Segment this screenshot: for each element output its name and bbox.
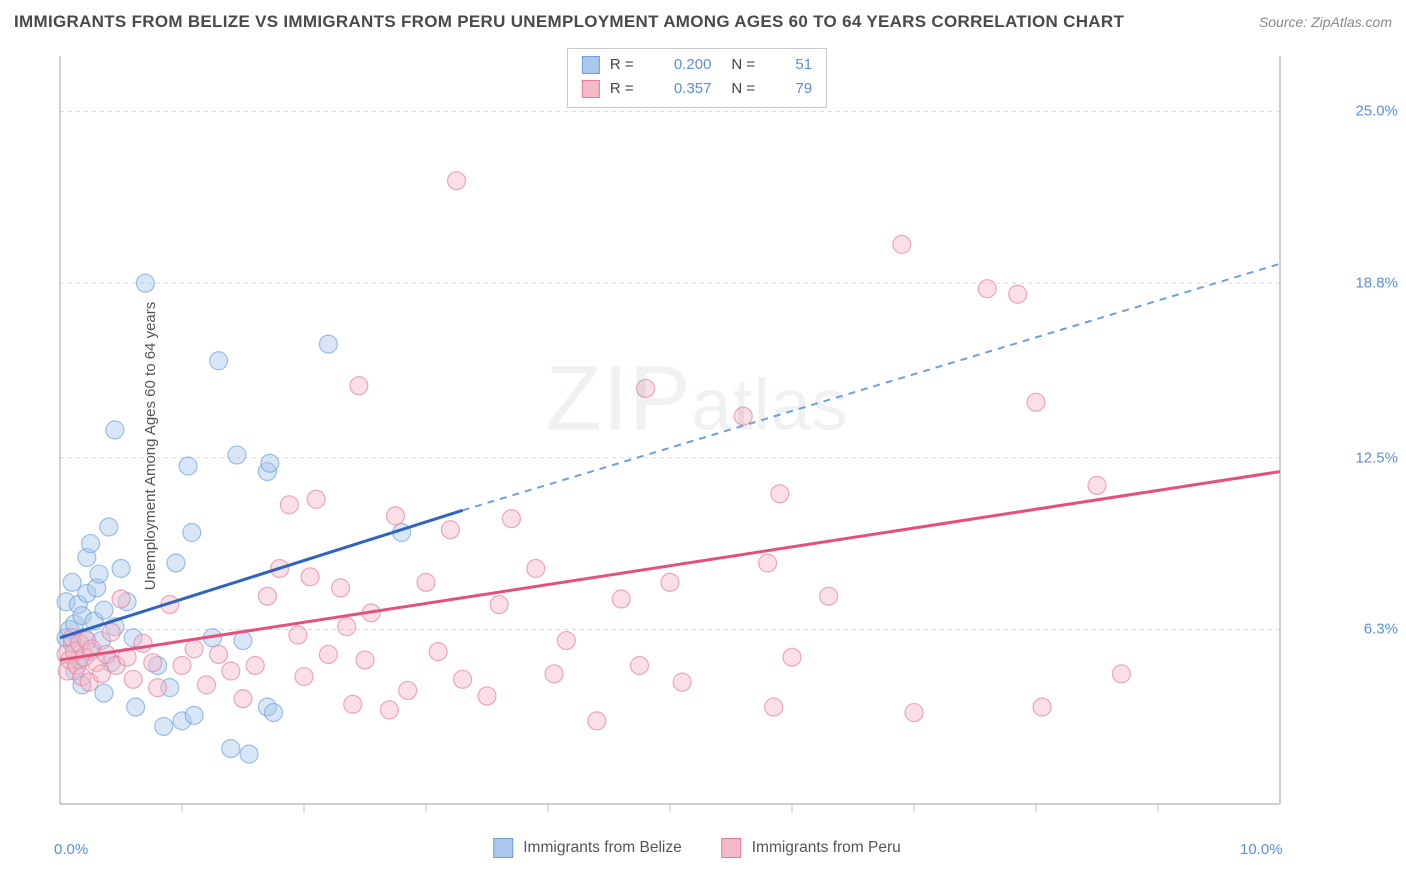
plot-svg [52,48,1342,828]
legend-swatch [493,838,513,858]
y-tick-label: 6.3% [1364,621,1398,638]
legend-stat-row: R = 0.357 N = 79 [582,77,812,101]
legend-swatch [582,56,600,74]
legend-series-label: Immigrants from Peru [752,839,901,857]
legend-n-value: 79 [795,77,812,101]
legend-swatch [582,80,600,98]
y-tick-label: 12.5% [1355,449,1398,466]
legend-series-item: Immigrants from Belize [493,838,681,858]
legend-series: Immigrants from Belize Immigrants from P… [493,838,901,858]
chart-title: IMMIGRANTS FROM BELIZE VS IMMIGRANTS FRO… [14,12,1124,32]
legend-r-label: R = [610,53,664,77]
y-tick-label: 25.0% [1355,103,1398,120]
legend-r-value: 0.357 [674,77,712,101]
x-tick-label: 0.0% [54,841,88,858]
legend-stats: R = 0.200 N = 51 R = 0.357 N = 79 [567,48,827,108]
legend-stat-row: R = 0.200 N = 51 [582,53,812,77]
scatter-plot: ZIPatlas R = 0.200 N = 51 R = 0.357 N = … [52,48,1342,828]
source-attribution: Source: ZipAtlas.com [1259,14,1392,30]
legend-n-label: N = [731,53,785,77]
legend-swatch [722,838,742,858]
y-tick-label: 18.8% [1355,275,1398,292]
legend-series-item: Immigrants from Peru [722,838,901,858]
legend-series-label: Immigrants from Belize [523,839,681,857]
legend-n-label: N = [731,77,785,101]
title-bar: IMMIGRANTS FROM BELIZE VS IMMIGRANTS FRO… [14,12,1392,32]
legend-r-label: R = [610,77,664,101]
x-tick-label: 10.0% [1240,841,1283,858]
legend-n-value: 51 [795,53,812,77]
legend-r-value: 0.200 [674,53,712,77]
